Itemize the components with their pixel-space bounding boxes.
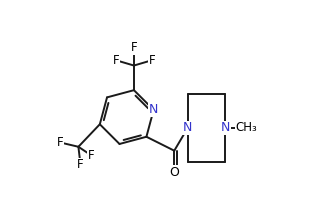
Text: F: F [88, 149, 95, 162]
Text: N: N [149, 103, 158, 116]
Text: N: N [221, 121, 230, 134]
Text: CH₃: CH₃ [236, 121, 258, 134]
Text: F: F [77, 158, 84, 171]
Text: O: O [169, 166, 179, 179]
Text: F: F [149, 54, 156, 67]
Text: F: F [57, 136, 63, 149]
Text: F: F [131, 41, 137, 54]
Text: N: N [183, 121, 193, 134]
Text: F: F [112, 54, 119, 67]
